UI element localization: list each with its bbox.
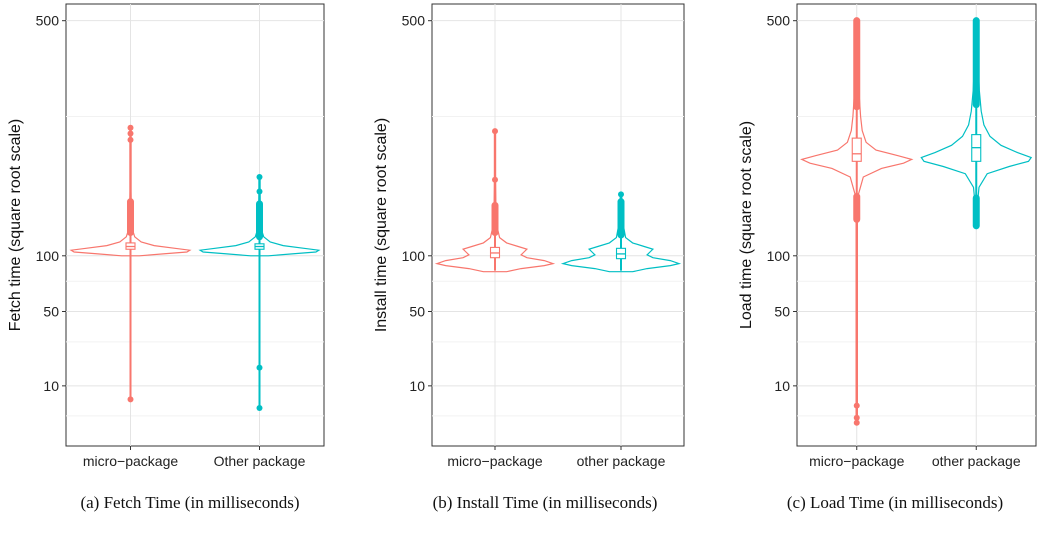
outlier-point — [256, 404, 263, 411]
y-tick-label: 100 — [402, 248, 426, 264]
outlier-point — [127, 396, 134, 403]
y-axis-title: Install time (square root scale) — [373, 118, 390, 332]
y-tick-label: 500 — [402, 13, 426, 29]
outlier-point — [256, 174, 263, 181]
outlier-point — [256, 188, 263, 195]
y-tick-label: 10 — [409, 378, 425, 394]
outlier-point — [853, 419, 860, 426]
outlier-point — [618, 191, 624, 198]
y-tick-label: 500 — [36, 13, 60, 29]
x-tick-label: other package — [932, 453, 1021, 469]
y-tick-label: 10 — [774, 378, 790, 394]
y-tick-label: 50 — [774, 304, 790, 320]
outlier-point — [256, 364, 263, 371]
y-axis-title: Fetch time (square root scale) — [7, 119, 24, 332]
y-tick-label: 50 — [43, 304, 59, 320]
x-tick-label: Other package — [214, 453, 306, 469]
violin-series-2 — [198, 174, 321, 411]
y-tick-label: 100 — [36, 248, 60, 264]
y-tick-label: 500 — [767, 13, 791, 29]
violin-series-1 — [434, 128, 556, 273]
y-tick-label: 10 — [43, 378, 59, 394]
violin-series-1 — [800, 17, 914, 426]
y-axis-title: Load time (square root scale) — [738, 121, 755, 329]
box-iqr — [851, 137, 862, 162]
x-tick-label: micro−package — [447, 453, 543, 469]
y-tick-label: 50 — [409, 304, 425, 320]
outlier-point — [492, 176, 498, 183]
panel-2: 10 50 100 500 Install time (square root scal… — [373, 3, 685, 469]
outlier-point — [853, 414, 860, 421]
caption-b: (b) Install Time (in milliseconds) — [432, 493, 658, 512]
plot-area — [431, 3, 685, 447]
caption-a: (a) Fetch Time (in milliseconds) — [80, 493, 300, 512]
outlier-point — [127, 136, 134, 143]
plot-area — [65, 3, 325, 447]
y-tick-label: 100 — [767, 248, 791, 264]
outlier-point — [853, 402, 860, 409]
outlier-point — [492, 128, 498, 135]
x-tick-label: micro−package — [83, 453, 179, 469]
x-tick-label: other package — [577, 453, 666, 469]
violin-series-2 — [560, 191, 682, 273]
violin-series-1 — [69, 124, 192, 403]
plot-area — [796, 3, 1037, 447]
outlier-point — [127, 130, 134, 137]
outlier-point — [127, 124, 134, 131]
panel-3: 10 50 100 500 Load time (square root scale) m… — [738, 3, 1037, 469]
x-tick-label: micro−package — [809, 453, 905, 469]
caption-c: (c) Load Time (in milliseconds) — [786, 493, 1004, 512]
violin-figure: 10 50 100 500 Fetch time (square root scale)… — [7, 3, 1037, 469]
violin-series-2 — [920, 17, 1033, 230]
panel-1: 10 50 100 500 Fetch time (square root scale)… — [7, 3, 325, 469]
